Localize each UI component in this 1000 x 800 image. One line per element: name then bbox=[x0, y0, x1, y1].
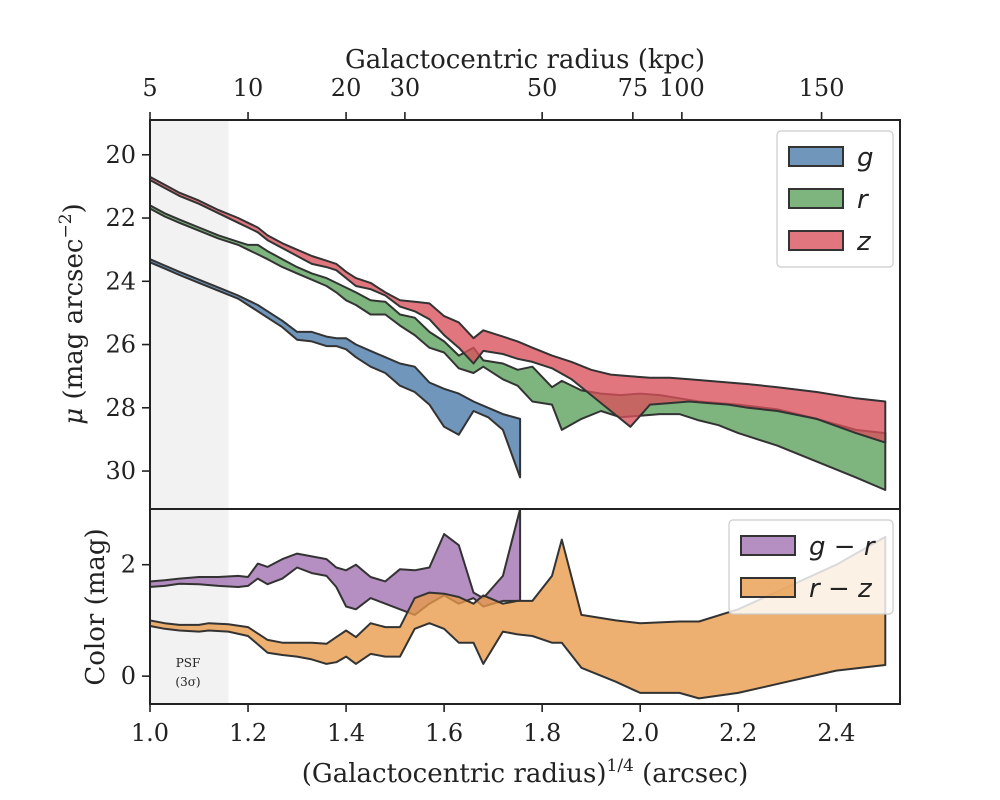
legend-label: g − r bbox=[809, 532, 877, 562]
x-tick-label: 1.2 bbox=[229, 719, 267, 747]
top-tick-label: 75 bbox=[618, 74, 649, 102]
y-tick-label: 22 bbox=[105, 204, 136, 232]
top-tick-label: 150 bbox=[799, 74, 845, 102]
legend-swatch bbox=[740, 535, 796, 556]
legend-swatch bbox=[788, 230, 844, 251]
legend-swatch bbox=[788, 188, 844, 209]
legend-swatch bbox=[788, 146, 844, 167]
band-g bbox=[151, 258, 522, 479]
x-axis-label: (Galactocentric radius)1/4 (arcsec) bbox=[302, 756, 748, 789]
x-tick-label: 1.4 bbox=[327, 719, 365, 747]
legend-label: g bbox=[857, 143, 874, 173]
top-tick-label: 20 bbox=[331, 74, 362, 102]
profile-y-label: μ (mag arcsec−2) bbox=[56, 203, 89, 424]
psf-band-top bbox=[150, 120, 229, 509]
x-tick-label: 2.2 bbox=[719, 719, 757, 747]
x-tick-label: 1.0 bbox=[131, 719, 169, 747]
color-panel: 02 Color (mag) PSF (3σ) g − rr − z bbox=[81, 508, 901, 705]
y-tick-label: 30 bbox=[105, 457, 136, 485]
legend-label: z bbox=[856, 227, 872, 257]
psf-label-line2: (3σ) bbox=[175, 675, 200, 689]
y-tick-label: 0 bbox=[121, 662, 136, 690]
color-legend: g − r r − z bbox=[728, 519, 894, 615]
band-r bbox=[151, 204, 887, 491]
psf-band-bottom bbox=[150, 509, 229, 704]
color-y-label: Color (mag) bbox=[81, 528, 111, 685]
band-rz bbox=[151, 535, 887, 700]
legend-label: r bbox=[857, 185, 870, 215]
profile-legend: grz bbox=[776, 130, 894, 268]
y-tick-label: 26 bbox=[105, 331, 136, 359]
legend-label: r − z bbox=[809, 574, 873, 604]
y-tick-label: 20 bbox=[105, 141, 136, 169]
psf-label-line1: PSF bbox=[176, 656, 201, 670]
x-tick-label: 1.8 bbox=[523, 719, 561, 747]
y-tick-label: 24 bbox=[105, 267, 136, 295]
y-tick-label: 2 bbox=[121, 551, 136, 579]
top-tick-label: 5 bbox=[142, 74, 157, 102]
top-tick-label: 100 bbox=[659, 74, 705, 102]
x-axis-ticks: 1.0 1.2 1.4 1.6 1.8 2.0 2.2 2.4 bbox=[131, 704, 855, 747]
top-tick-label: 10 bbox=[233, 74, 264, 102]
top-tick-label: 30 bbox=[390, 74, 421, 102]
x-tick-label: 1.6 bbox=[425, 719, 463, 747]
top-axis-label: Galactocentric radius (kpc) bbox=[345, 45, 705, 75]
color-bands bbox=[151, 510, 887, 700]
profile-bands bbox=[151, 176, 887, 491]
x-tick-label: 2.4 bbox=[817, 719, 855, 747]
y-tick-label: 28 bbox=[105, 394, 136, 422]
color-y-ticks: 02 bbox=[121, 551, 150, 690]
x-tick-label: 2.0 bbox=[621, 719, 659, 747]
band-z bbox=[151, 176, 887, 444]
profile-panel: 20 22 24 26 28 30 μ (mag arcsec−2) grz bbox=[56, 119, 901, 510]
legend-swatch bbox=[740, 577, 796, 598]
top-tick-label: 50 bbox=[527, 74, 558, 102]
color-frame bbox=[149, 508, 901, 705]
top-axis-ticks: 5 10 20 30 50 75 100 150 bbox=[142, 74, 844, 120]
profile-y-ticks: 20 22 24 26 28 30 bbox=[105, 141, 150, 485]
